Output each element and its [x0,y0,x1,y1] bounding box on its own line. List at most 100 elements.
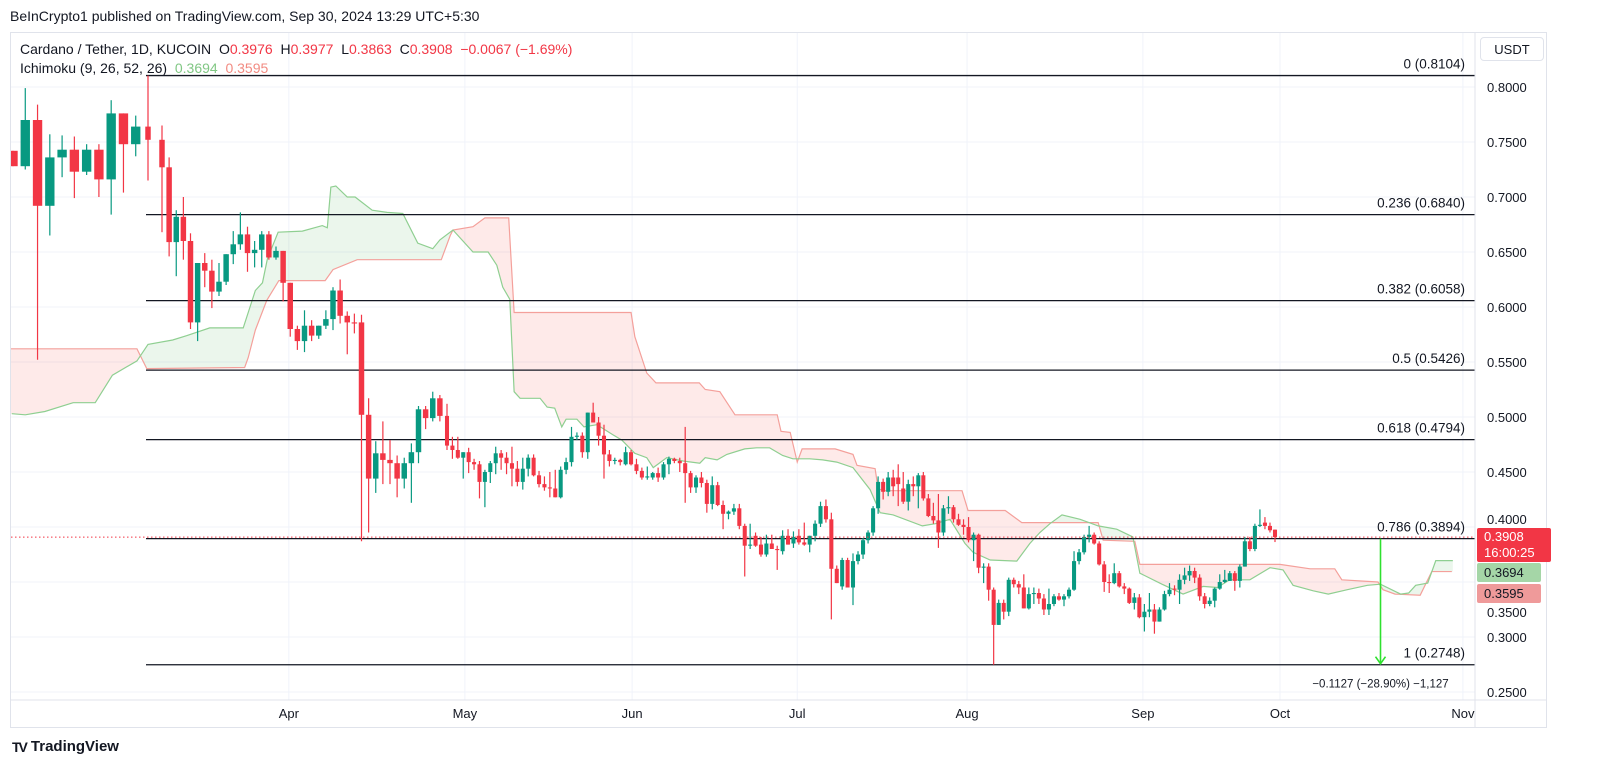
candle-body [266,234,272,258]
candle [996,599,1001,625]
candle-body [173,216,179,243]
candle-body [1132,597,1137,603]
candle-body [639,470,644,478]
candle-body [1006,579,1011,612]
indicator-name[interactable]: Ichimoku (9, 26, 52, 26) [20,60,168,76]
candle-body [1046,604,1051,610]
candle-body [941,508,946,533]
candle [259,231,265,268]
candle [742,523,747,577]
candle-body [1117,573,1122,587]
candle-body [430,398,436,419]
candle [666,456,671,475]
span-b-value: 0.3595 [225,60,269,76]
time-tick-label: Sep [1131,706,1154,721]
candle [180,197,187,260]
candle-body [855,554,861,562]
candle [731,503,736,515]
price-tick-label: 0.3500 [1487,605,1527,620]
candle [237,212,244,250]
candle-body [1001,602,1006,612]
candle-body [166,167,172,243]
candle [415,406,422,464]
candle-body [32,120,43,206]
low-label: L [341,41,349,57]
candle-body [916,475,921,487]
candle-body [1267,525,1273,531]
candle-body [437,398,443,416]
candle [466,447,471,474]
candle [1177,574,1182,604]
candle [1207,597,1212,607]
time-tick-label: Aug [955,706,978,721]
candle-body [618,459,623,463]
fib-level-label: 0.5 (0.5426) [1392,351,1465,366]
candle [629,450,634,466]
candle-body [901,488,906,502]
candle [520,457,525,490]
candle-body [1157,609,1162,622]
candle-body [287,282,293,329]
candle [81,144,92,175]
candle [1097,541,1102,566]
candle-body [569,436,574,463]
candle [569,426,574,467]
symbol-name[interactable]: Cardano / Tether, 1D, KUCOIN [20,41,212,57]
candle-body [1202,596,1207,604]
candle-body [251,249,258,254]
fib-retracement[interactable]: 0 (0.8104) 0.236 (0.6840) 0.382 (0.6058) 0.… [146,57,1475,666]
last-price-badge: 0.3908 16:00:25 [1477,528,1551,562]
candle [971,532,976,562]
price-tick-label: 0.6500 [1487,245,1527,260]
ichimoku-cloud [11,185,1453,596]
candle [308,320,315,342]
price-range-measure[interactable]: −0.1127 (−28.90%) −1,127 [1312,538,1449,691]
candle [1147,593,1152,618]
candle [1257,509,1262,527]
candle [886,472,891,497]
ichimoku-span-a-line [11,185,1453,595]
candle-body [996,602,1001,625]
span-a-badge: 0.3694 [1477,563,1541,582]
candle-body [645,476,650,478]
candle [818,501,823,527]
candle [650,472,655,480]
candle [294,325,301,350]
time-axis[interactable]: Apr May Jun Jul Aug Sep Oct Nov [279,706,1475,721]
candle [358,314,365,542]
candle-body [650,473,655,478]
candle [408,443,415,503]
candle [1026,587,1031,610]
candle-body [472,462,477,465]
close-label: C [399,41,410,57]
candle [936,494,941,548]
candle-body [330,290,336,320]
tradingview-brand[interactable]: TV TradingView [12,738,119,755]
tradingview-logo-icon: TV [12,738,28,755]
candle-body [466,452,471,463]
candle-body [1272,529,1278,538]
candle-body [1212,588,1217,601]
candle-body [1252,525,1257,549]
candle [906,479,911,511]
fib-level-label: 0.618 (0.4794) [1377,421,1465,436]
candle-body [1152,609,1157,622]
candle [32,104,43,360]
candle-body [94,149,104,180]
candle [94,144,104,197]
candle-body [1026,594,1031,609]
candle-body [656,473,661,478]
candle-body [1061,596,1067,600]
grid-lines [11,33,1475,700]
candle [380,421,386,485]
candle-body [834,568,839,584]
price-axis[interactable]: 0.8000 0.7500 0.7000 0.6500 0.6000 0.5500 0.50… [1487,80,1527,700]
candle-body [1187,571,1192,576]
candlestick-series [11,75,1475,665]
candle [941,505,946,536]
candle-body [629,452,634,465]
currency-button[interactable]: USDT [1480,37,1544,61]
candle [791,531,796,548]
candle [558,466,563,499]
